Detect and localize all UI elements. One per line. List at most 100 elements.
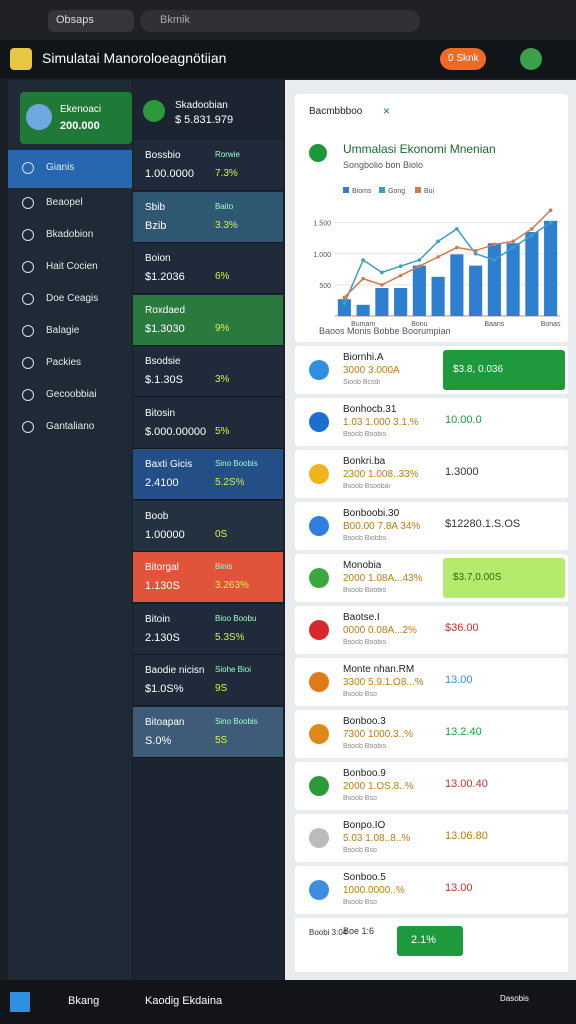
card-tab[interactable]: Bacmbbboo bbox=[309, 106, 363, 117]
row-pct: 0S bbox=[215, 528, 228, 540]
sidebar: Ekenoaci 200.000 Gianis Beaopel Bkadobion H… bbox=[8, 80, 132, 980]
item-sub: Bsoob Boobis bbox=[343, 639, 387, 646]
y-tick-label: 1.000 bbox=[313, 252, 331, 259]
list-item[interactable]: Bonpo.IO 5.03 1.08..8..% Bsoob Bso 13.06.80 bbox=[295, 814, 568, 862]
taskbar-app[interactable]: Bkang bbox=[68, 995, 100, 1007]
close-icon[interactable]: × bbox=[383, 104, 391, 118]
menu-item[interactable]: Packies bbox=[8, 350, 132, 378]
list-row[interactable]: Boob 1.00000 0S bbox=[133, 500, 283, 552]
x-tick-label: Bonu bbox=[411, 321, 427, 328]
row-pct: 5S bbox=[215, 734, 228, 746]
row-pct: 7.3% bbox=[215, 168, 238, 179]
list-row[interactable]: Boion $1.2036 6% bbox=[133, 243, 283, 294]
point bbox=[436, 239, 440, 244]
menu-icon bbox=[22, 421, 34, 433]
menu-item[interactable]: Beaopel bbox=[8, 190, 132, 218]
item-detail: 2000 1.OS.8..% bbox=[343, 781, 414, 792]
point bbox=[417, 264, 422, 269]
item-sub: Bsoob Biobbs bbox=[343, 535, 387, 542]
list-row[interactable]: Baodie nicisn Siohe Bioi $1.0S% 9S bbox=[133, 655, 283, 706]
bar bbox=[412, 265, 426, 316]
x-tick-label: Bonas bbox=[541, 321, 561, 328]
menu-item[interactable]: Gianis bbox=[8, 150, 132, 188]
item-name: Bonpo.IO bbox=[343, 820, 386, 831]
row-pct: 9S bbox=[215, 683, 228, 694]
list-row[interactable]: Bitoapan Sino Boobis S.0% 5S bbox=[133, 706, 283, 758]
list-row[interactable]: Bitorgal Binis 1.130S 3.263% bbox=[133, 552, 283, 603]
middle-column: Skadoobian $ 5.831.979 Bossbio Rorwie 1.00… bbox=[133, 80, 283, 980]
list-row[interactable]: Roxdaed $1.3030 9% bbox=[133, 294, 283, 346]
list-row[interactable]: Sbib Baito Bzib 3.3% bbox=[133, 191, 283, 243]
chart: 500 1.000 1.500 Bumam Bonu Baans Bonas Bioms Gon… bbox=[313, 187, 561, 328]
list-item[interactable]: Bonboo.9 2000 1.OS.8..% Bsoob Bso 13.00.40 bbox=[295, 762, 568, 810]
row-pct: 3.263% bbox=[215, 580, 249, 591]
menu-item[interactable]: Gantaliano bbox=[8, 414, 132, 442]
row-name: Bossbio bbox=[145, 150, 181, 161]
list-row[interactable]: Bitosin $.000.00000 5% bbox=[133, 397, 283, 449]
row-tag: Baito bbox=[215, 201, 234, 211]
point bbox=[511, 239, 515, 244]
point bbox=[361, 258, 365, 262]
list-row[interactable]: Baxti Gicis Sino Boobis 2.4100 5.2S% bbox=[133, 449, 283, 500]
item-value: 13.00.40 bbox=[445, 778, 488, 790]
menu-label: Doe Ceagis bbox=[46, 293, 99, 304]
item-detail: 3300 5.9.1.O8...% bbox=[343, 677, 424, 688]
list-item[interactable]: Bonhocb.31 1.03 1.000 3.1.% Bsoob Boobis 10… bbox=[295, 398, 568, 446]
item-name: Monte nhan.RM bbox=[343, 664, 415, 675]
list-item[interactable]: Bonkri.ba 2300 1.008..33% Bsoob Bsoobai 1.3… bbox=[295, 450, 568, 498]
menu-item[interactable]: Gecoobbiai bbox=[8, 382, 132, 410]
item-name: Monobia bbox=[343, 560, 382, 571]
item-detail: 5.03 1.08..8..% bbox=[343, 833, 411, 844]
menu-item[interactable]: Doe Ceagis bbox=[8, 286, 132, 314]
menu-icon bbox=[22, 229, 34, 241]
list-item[interactable]: Baotse.I 0000 0.08A...2% Bsoob Boobis $36.0… bbox=[295, 606, 568, 654]
chart-card: Bacmbbboo × Ummalasi Ekonomi Mnenian Son… bbox=[295, 94, 568, 342]
footer-badge[interactable]: 2.1% bbox=[397, 926, 463, 956]
bar bbox=[469, 265, 483, 316]
start-button[interactable] bbox=[10, 992, 30, 1012]
list-item[interactable]: Biornhi.A 3000 3.000A Sioob Bcsdi $3.8, 0.0… bbox=[295, 346, 568, 394]
item-icon bbox=[309, 672, 329, 692]
card-icon bbox=[26, 104, 52, 130]
header-button[interactable]: 0 Sknk bbox=[440, 48, 486, 70]
menu-item[interactable]: Hait Cocien bbox=[8, 254, 132, 282]
list-item[interactable]: Monobia 2000 1.08A...43% Bsoob Boobis $3.7,… bbox=[295, 554, 568, 602]
point bbox=[455, 227, 459, 231]
menu-item[interactable]: Bkadobion bbox=[8, 222, 132, 250]
list-item[interactable]: Monte nhan.RM 3300 5.9.1.O8...% Bsoob Bso 1… bbox=[295, 658, 568, 706]
list-row[interactable]: Bitoin Bioo Boobu 2.130S 5.3S% bbox=[133, 603, 283, 655]
item-badge[interactable]: $3.8, 0.036 bbox=[443, 350, 565, 390]
legend-label: Bui bbox=[424, 188, 435, 195]
item-badge[interactable]: $3.7,0.00S bbox=[443, 558, 565, 598]
point bbox=[548, 208, 553, 213]
balance-card[interactable]: Ekenoaci 200.000 bbox=[20, 92, 132, 144]
list-row[interactable]: Bsodsie $.1.30S 3% bbox=[133, 346, 283, 397]
item-name: Bonboo.9 bbox=[343, 768, 386, 779]
row-value: 1.00.0000 bbox=[145, 168, 194, 180]
menu-icon bbox=[22, 357, 34, 369]
point bbox=[380, 270, 384, 275]
point bbox=[530, 227, 534, 231]
list-row[interactable]: Bossbio Rorwie 1.00.0000 7.3% bbox=[133, 140, 283, 191]
list-item[interactable]: Bonboobi.30 B00.00 7.8A 34% Bsoob Biobbs $1… bbox=[295, 502, 568, 550]
point bbox=[492, 242, 497, 247]
menu-label: Packies bbox=[46, 357, 82, 368]
item-value: 1.3000 bbox=[445, 466, 479, 478]
row-name: Bsodsie bbox=[145, 356, 181, 367]
item-detail: 7300 1000.3..% bbox=[343, 729, 414, 740]
x-tick-label: Bumam bbox=[351, 321, 375, 328]
list-item[interactable]: Bonboo.3 7300 1000.3..% Bsoob Boobis 13.2.4… bbox=[295, 710, 568, 758]
tab[interactable]: Obsaps bbox=[48, 10, 134, 32]
row-value: 2.4100 bbox=[145, 477, 179, 489]
item-icon bbox=[309, 880, 329, 900]
menu-item[interactable]: Balagie bbox=[8, 318, 132, 346]
bar bbox=[394, 288, 408, 316]
taskbar-app[interactable]: Kaodig Ekdaina bbox=[145, 995, 223, 1007]
avatar[interactable] bbox=[520, 48, 542, 70]
list-item[interactable]: Sonboo.5 1000.0000..% Bsoob Bso 13.00 bbox=[295, 866, 568, 914]
legend-label: Bioms bbox=[352, 188, 372, 195]
point bbox=[511, 245, 515, 250]
point bbox=[436, 255, 440, 259]
address-bar[interactable]: Bkmik bbox=[140, 10, 420, 32]
